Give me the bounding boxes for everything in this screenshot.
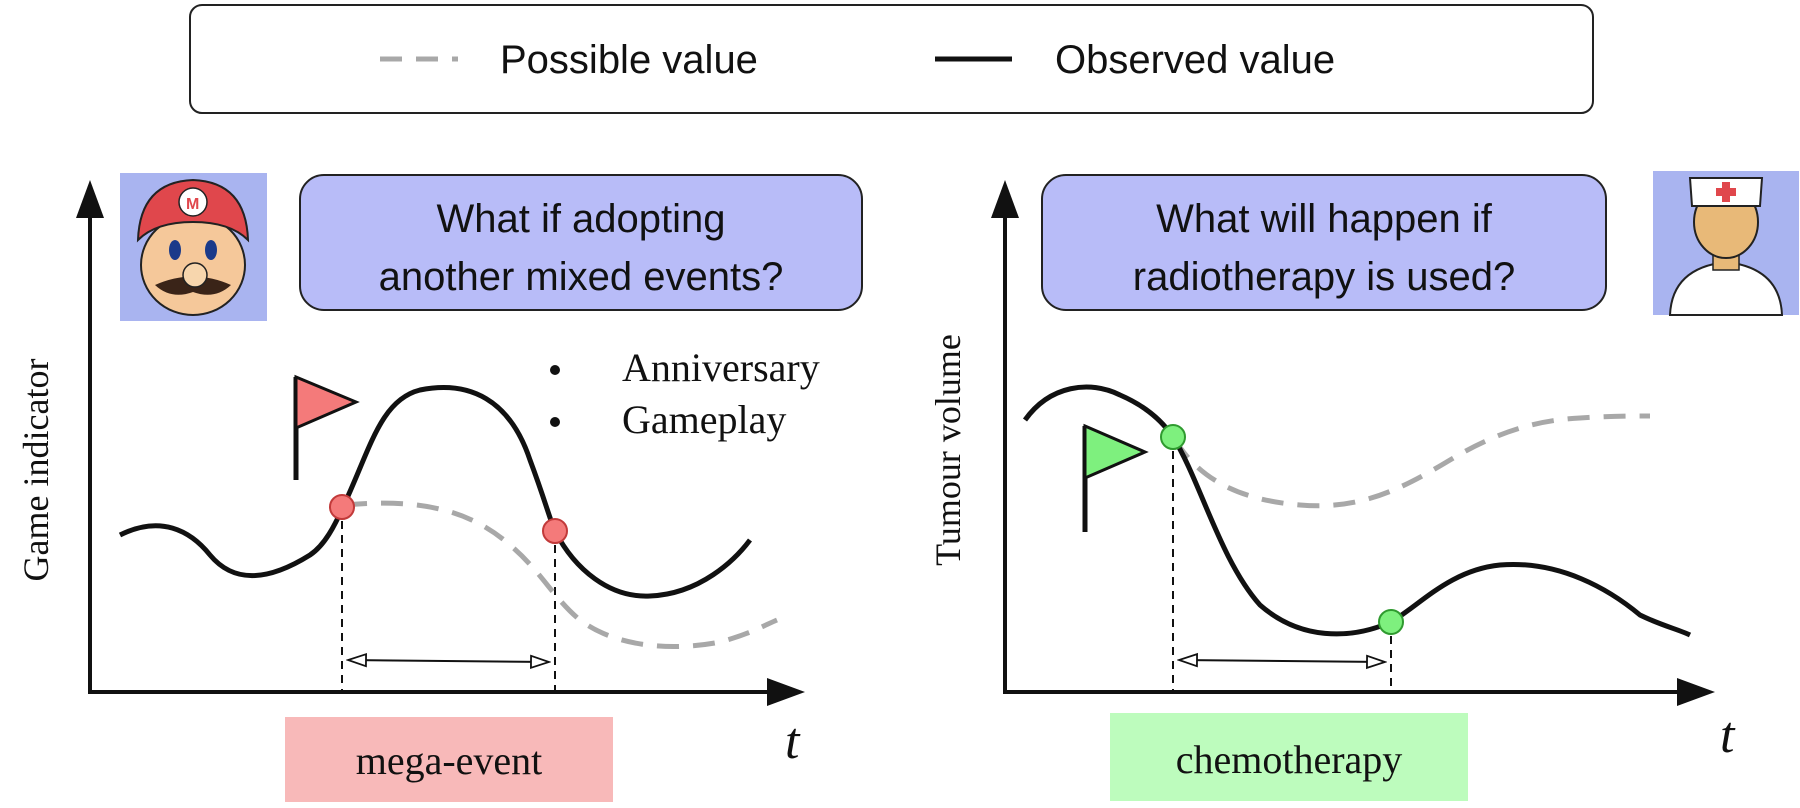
- mario-icon: M: [120, 173, 267, 321]
- bullet-dot: [550, 417, 560, 427]
- nurse-icon: [1653, 171, 1799, 316]
- right-x-axis-arrowhead: [1677, 678, 1715, 706]
- bullet-dot: [550, 365, 560, 375]
- right-question-line1: What will happen if: [1156, 197, 1493, 241]
- mega-event-label: mega-event: [356, 738, 543, 783]
- left-x-axis-label: t: [785, 713, 801, 770]
- left-question-line1: What if adopting: [436, 197, 725, 241]
- left-observed-curve: [118, 385, 752, 599]
- right-duration-arrow: [1179, 660, 1385, 662]
- left-question-box: [299, 174, 863, 311]
- legend-possible-label: Possible value: [500, 38, 758, 82]
- right-event-start-marker: [1160, 424, 1186, 450]
- chemotherapy-label: chemotherapy: [1176, 737, 1403, 782]
- right-y-axis-label: Tumour volume: [928, 334, 968, 566]
- left-possible-curve: [344, 500, 778, 649]
- right-panel: What will happen if radiotherapy is used…: [928, 171, 1799, 801]
- right-event-end-marker: [1378, 609, 1404, 635]
- red-flag-icon: [293, 374, 360, 480]
- left-x-axis-arrowhead: [767, 678, 805, 706]
- left-event-end-marker: [542, 518, 568, 544]
- bullet-gameplay: Gameplay: [622, 397, 786, 442]
- right-possible-curve: [1172, 413, 1651, 509]
- left-y-axis-arrowhead: [76, 180, 104, 218]
- left-duration-arrow: [348, 660, 549, 662]
- left-event-start-marker: [329, 494, 355, 520]
- legend-observed-label: Observed value: [1055, 38, 1335, 82]
- left-y-axis-label: Game indicator: [16, 359, 56, 582]
- right-question-line2: radiotherapy is used?: [1133, 255, 1515, 299]
- right-question-box: [1041, 174, 1607, 311]
- chemotherapy-label-box: [1110, 713, 1468, 801]
- right-observed-curve: [1022, 384, 1692, 638]
- right-y-axis-arrowhead: [991, 180, 1019, 218]
- legend-box: [189, 4, 1594, 114]
- right-x-axis-label: t: [1720, 707, 1736, 764]
- left-panel: M What if adopting another mixed events?…: [16, 173, 863, 802]
- left-question-line2: another mixed events?: [379, 255, 784, 299]
- bullet-anniversary: Anniversary: [622, 345, 820, 390]
- legend: Possible value Observed value: [189, 4, 1594, 114]
- svg-text:M: M: [186, 196, 199, 213]
- mega-event-label-box: [285, 717, 613, 802]
- green-flag-icon: [1082, 423, 1149, 532]
